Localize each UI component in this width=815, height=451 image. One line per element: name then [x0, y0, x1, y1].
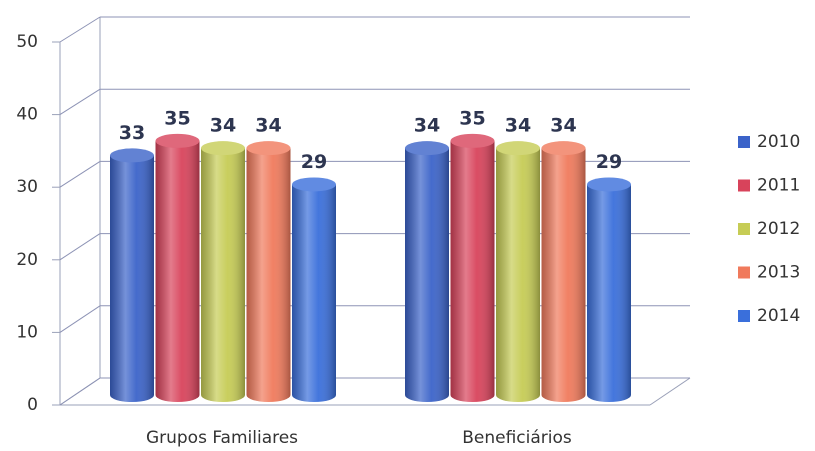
bar-top	[496, 141, 540, 156]
bar-shading	[405, 148, 449, 402]
grid-diagonal	[59, 377, 101, 406]
legend-label: 2014	[757, 306, 800, 326]
y-tick-label: 20	[16, 250, 38, 270]
grid-diagonal	[59, 233, 101, 261]
bar-top	[246, 141, 291, 156]
legend-swatch	[738, 310, 750, 322]
bar-shading	[201, 148, 245, 402]
grid-diagonal	[59, 16, 101, 43]
bar-shading	[496, 148, 540, 402]
y-tick-label: 10	[16, 322, 38, 342]
bar-shading	[450, 140, 495, 402]
y-tick-label: 0	[27, 395, 38, 415]
bar-shading	[246, 148, 291, 402]
value-label: 34	[210, 115, 236, 137]
bar-top	[201, 141, 245, 156]
bar-top	[405, 141, 449, 156]
bar-top-highlight	[450, 133, 495, 148]
bar-top-highlight	[496, 141, 540, 156]
bar-top-highlight	[110, 148, 154, 163]
legend-label: 2010	[757, 132, 800, 152]
grid-diagonal	[59, 88, 101, 116]
bar-top	[450, 133, 495, 148]
legend-label: 2012	[757, 219, 800, 239]
x-tick-label: Beneficiários	[462, 428, 572, 448]
bar-shading	[292, 184, 336, 402]
value-label: 34	[414, 115, 440, 137]
value-label: 33	[119, 122, 145, 144]
legend-label: 2013	[757, 263, 800, 283]
legend-swatch	[738, 179, 750, 192]
value-label: 29	[301, 151, 327, 173]
bar-top-highlight	[541, 141, 586, 156]
bar-top	[541, 141, 586, 156]
legend-label: 2011	[757, 176, 800, 196]
x-tick-label: Grupos Familiares	[146, 428, 298, 448]
bar-top	[587, 177, 631, 192]
grid-diagonal	[59, 160, 101, 188]
value-label: 34	[550, 115, 576, 137]
bar-top	[155, 133, 200, 148]
y-tick-label: 30	[16, 177, 38, 197]
value-label: 35	[459, 107, 485, 129]
value-label: 35	[164, 107, 190, 129]
bar-top-highlight	[587, 177, 631, 192]
bar-top-highlight	[405, 141, 449, 156]
bar-top-highlight	[155, 133, 200, 148]
legend-swatch	[738, 136, 750, 148]
y-tick-label: 40	[16, 105, 38, 125]
bar-shading	[541, 148, 586, 402]
grid-diagonal	[59, 305, 101, 333]
bar-top-highlight	[292, 177, 336, 192]
value-label: 34	[255, 115, 281, 137]
y-tick-label: 50	[16, 32, 38, 52]
legend-swatch	[738, 223, 750, 235]
legend-swatch	[738, 266, 750, 279]
bar-top-highlight	[201, 141, 245, 156]
bar-shading	[110, 155, 154, 402]
bar-top	[292, 177, 336, 192]
bar-top-highlight	[246, 141, 291, 156]
value-label: 34	[505, 115, 531, 137]
bar-shading	[155, 140, 200, 402]
value-label: 29	[596, 151, 622, 173]
bar-top	[110, 148, 154, 163]
bar-shading	[587, 184, 631, 402]
